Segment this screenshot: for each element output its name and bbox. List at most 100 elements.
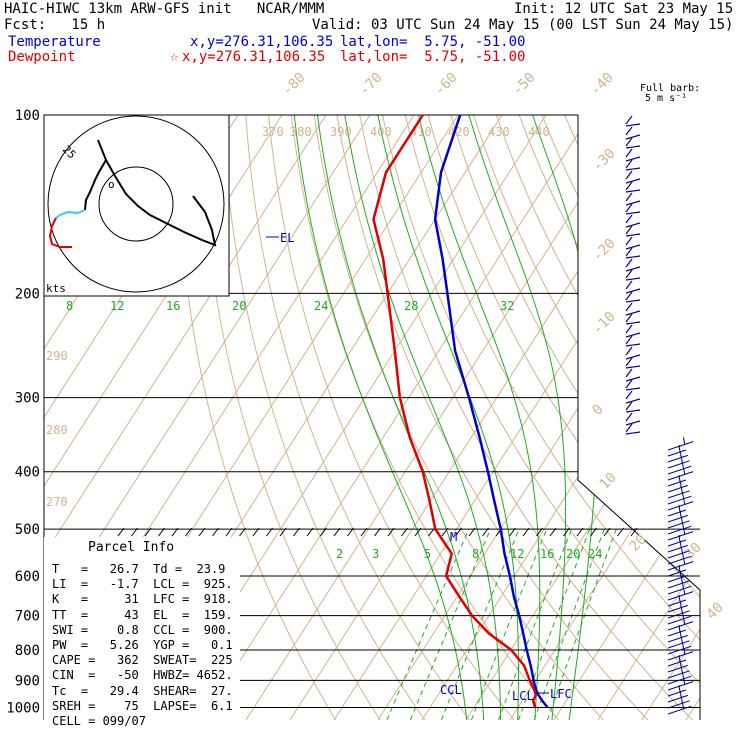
hodograph-kts-label: kts bbox=[46, 282, 66, 295]
wind-barb-flag bbox=[625, 225, 633, 235]
dry-adiabat-line bbox=[495, 115, 700, 720]
parcel-info-row: Tc = 29.4 SHEAR= 27. bbox=[52, 683, 233, 698]
wind-barb bbox=[625, 313, 641, 325]
isotherm-tick-label: -10 bbox=[590, 309, 619, 338]
theta-tick-label: 400 bbox=[370, 125, 392, 139]
wind-barb-staff bbox=[667, 645, 692, 655]
moist-adiabat-label: 12 bbox=[110, 299, 124, 313]
theta-side-label: 280 bbox=[46, 423, 68, 437]
wind-barb bbox=[667, 497, 694, 511]
pressure-tick-label: 1000 bbox=[6, 700, 40, 716]
wind-barb-staff bbox=[625, 310, 641, 316]
wind-barb-staff bbox=[667, 700, 690, 709]
mixing-ratio-label: 3 bbox=[372, 547, 379, 561]
right-frame-line bbox=[577, 115, 701, 720]
pressure-tick-label: 700 bbox=[15, 609, 40, 625]
wind-barb-staff bbox=[667, 585, 692, 595]
wind-barb-staff bbox=[667, 460, 690, 469]
dry-adiabat-line bbox=[678, 115, 700, 720]
hodograph-ring-inner bbox=[98, 166, 174, 242]
moist-adiabat-line bbox=[468, 115, 567, 720]
wind-barb bbox=[625, 159, 641, 171]
parcel-info-row: CIN = -50 HWBZ= 4652. bbox=[52, 668, 233, 683]
wind-barb-staff bbox=[625, 255, 641, 259]
freezing-level-tick bbox=[522, 527, 530, 537]
parcel-info-row: T = 26.7 Td = 23.9 bbox=[52, 562, 226, 576]
moist-adiabat-label: 8 bbox=[66, 299, 73, 313]
wind-barb-flag bbox=[625, 192, 633, 202]
hodograph-origin-mark: o bbox=[108, 178, 115, 191]
wind-barb-staff bbox=[667, 664, 688, 673]
parcel-info-row: K = 31 LFC = 918. bbox=[52, 592, 233, 607]
barb-legend-unit: 5 m s⁻¹ bbox=[645, 93, 688, 104]
wind-barb-staff bbox=[667, 591, 694, 601]
freezing-level-tick bbox=[144, 527, 152, 537]
freezing-level-tick bbox=[509, 527, 516, 537]
wind-barb-staff bbox=[667, 615, 692, 625]
wind-barb bbox=[625, 236, 641, 250]
wind-barb-flag bbox=[625, 126, 633, 136]
isotherm-tick-label: -30 bbox=[590, 146, 619, 175]
dry-adiabat-line bbox=[313, 115, 604, 720]
wind-barb bbox=[625, 247, 641, 259]
wind-barb-staff bbox=[667, 681, 694, 691]
forecast-hour: Fcst: 15 h bbox=[4, 17, 106, 33]
dry-adiabat-line bbox=[587, 115, 700, 720]
wind-barb-staff bbox=[625, 321, 641, 325]
wind-barb-staff bbox=[667, 441, 694, 451]
melting-marker: M bbox=[450, 530, 457, 544]
isotherm-tick-label: 20 bbox=[627, 532, 650, 555]
wind-barb bbox=[625, 291, 641, 303]
isotherm-tick-label: -70 bbox=[357, 70, 386, 99]
theta-tick-label: 430 bbox=[488, 125, 510, 139]
pressure-tick-label: 100 bbox=[15, 108, 40, 124]
isotherm-tick-label: -60 bbox=[432, 70, 461, 99]
legend-dewpoint-latlon: lat,lon= 5.75, -51.00 bbox=[340, 49, 526, 65]
freezing-level-tick bbox=[171, 527, 179, 537]
parcel-info-row: SWI = 0.8 CCL = 900. bbox=[52, 622, 233, 637]
wind-barb-staff bbox=[667, 629, 687, 637]
dry-adiabat-line bbox=[404, 115, 700, 720]
isotherm-tick-label: -50 bbox=[510, 70, 539, 99]
wind-barb-flag bbox=[625, 324, 633, 334]
wind-barb bbox=[667, 617, 694, 631]
parcel-info-panel bbox=[44, 537, 240, 720]
legend-temperature-point: x,y=276.31,106.35 bbox=[190, 34, 334, 50]
moist-adiabat-line bbox=[344, 115, 502, 720]
wind-barb-staff bbox=[625, 431, 641, 435]
wind-barb bbox=[667, 677, 694, 691]
wind-barb-staff bbox=[625, 299, 641, 303]
wind-barb-staff bbox=[667, 580, 690, 589]
wind-barb-staff bbox=[667, 689, 687, 697]
parcel-info-row: CELL = 099/07 bbox=[52, 714, 146, 728]
wind-barb-staff bbox=[667, 675, 692, 685]
moist-adiabat-line bbox=[417, 115, 541, 720]
dry-adiabat-line bbox=[290, 115, 559, 720]
wind-barb-staff bbox=[667, 651, 694, 661]
wind-barb-staff bbox=[667, 561, 694, 571]
isotherm-tick-label: 40 bbox=[704, 600, 727, 623]
wind-barb bbox=[625, 280, 641, 294]
freezing-level-tick bbox=[630, 527, 638, 537]
freezing-level-tick bbox=[576, 527, 584, 537]
freezing-level-tick bbox=[482, 527, 489, 537]
isotherm-tick-label: 30 bbox=[682, 540, 705, 563]
pressure-tick-label: 400 bbox=[15, 465, 40, 481]
wind-barb-flag bbox=[625, 137, 633, 147]
mixing-ratio-line bbox=[386, 528, 470, 720]
mixing-ratio-label: 24 bbox=[588, 547, 602, 561]
wind-barb-staff bbox=[667, 514, 688, 523]
model-title: HAIC-HIWC 13km ARW-GFS init NCAR/MMM bbox=[4, 1, 325, 17]
legend-dewpoint-star-icon: ☆ bbox=[170, 49, 179, 65]
wind-barb bbox=[625, 225, 641, 237]
isotherm-tick-label: -80 bbox=[280, 70, 309, 99]
wind-barb-staff bbox=[667, 501, 694, 511]
wind-barb-flag bbox=[625, 181, 633, 191]
freezing-level-tick bbox=[252, 527, 260, 537]
wind-barb-staff bbox=[667, 495, 692, 505]
theta-tick-label: 440 bbox=[528, 125, 550, 139]
wind-barb-staff bbox=[667, 465, 692, 475]
freezing-level-tick bbox=[374, 527, 381, 537]
freezing-level-tick bbox=[225, 527, 233, 537]
freezing-level-tick bbox=[131, 527, 138, 537]
